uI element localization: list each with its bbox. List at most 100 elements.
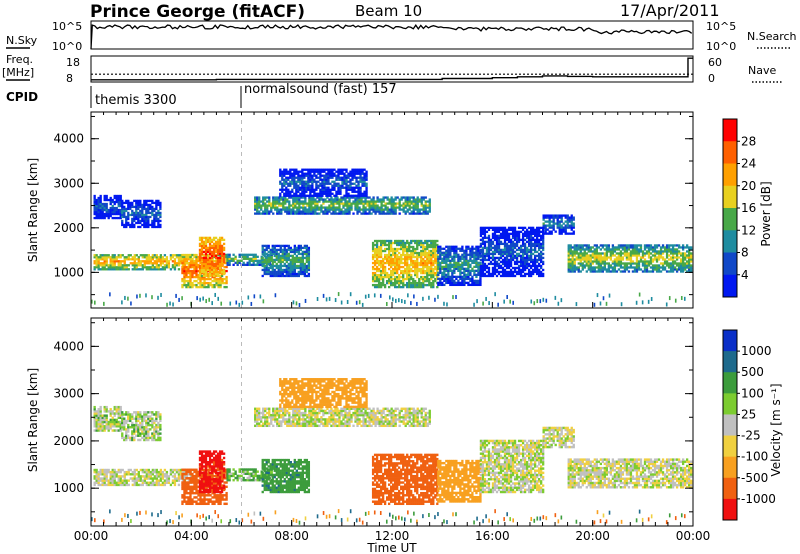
power-echo-cell (497, 252, 501, 256)
power-echo-cell (375, 265, 379, 269)
power-echo-cell (329, 190, 332, 193)
power-echo-cell (487, 256, 491, 260)
power-echo-cell (345, 176, 348, 179)
power-echo-cell (322, 198, 325, 201)
power-echo-cell (469, 263, 472, 266)
power-echo-cell (246, 261, 249, 264)
power-echo-cell (217, 281, 220, 285)
power-echo-cell (117, 264, 120, 267)
power-echo-cell (428, 206, 431, 209)
power-echo-cell (263, 264, 266, 268)
power-echo-cell (348, 198, 351, 201)
power-echo-cell (95, 198, 98, 202)
power-echo-cell (125, 219, 128, 223)
power-echo-cell (447, 259, 450, 262)
power-echo-cell (491, 236, 495, 240)
power-echo-cell (260, 200, 263, 203)
power-echo-cell (303, 180, 306, 183)
power-echo-cell (414, 241, 417, 245)
power-echo-cell (135, 199, 138, 203)
power-echo-cell (352, 196, 355, 199)
power-echo-cell (275, 254, 278, 258)
power-echo-cell (212, 238, 216, 242)
power-echo-cell (400, 285, 403, 289)
power-echo-cell (439, 247, 442, 250)
power-echo-cell (340, 200, 343, 203)
power-echo-cell (261, 248, 264, 252)
power-echo-cell (115, 208, 118, 212)
power-echo-cell (321, 186, 324, 189)
power-echo-cell (485, 240, 489, 244)
power-echo-cell (387, 253, 391, 257)
power-echo-cell (133, 260, 136, 263)
power-echo-cell (663, 248, 667, 251)
power-echo-cell (115, 206, 118, 210)
power-echo-cell (157, 225, 160, 229)
power-echo-cell (189, 261, 192, 265)
power-echo-cell (410, 253, 413, 257)
power-echo-cell (461, 257, 464, 260)
power-echo-cell (117, 266, 120, 269)
power-echo-cell (351, 170, 354, 173)
power-echo-cell (400, 243, 403, 247)
power-echo-cell (265, 248, 268, 252)
power-echo-cell (97, 202, 100, 206)
power-echo-cell (297, 170, 300, 173)
power-echo-cell (613, 250, 617, 253)
power-echo-cell (149, 199, 152, 203)
power-echo-cell (394, 277, 397, 281)
power-echo-cell (394, 255, 397, 259)
power-echo-cell (426, 273, 429, 277)
power-echo-cell (558, 220, 561, 223)
power-echo-cell (675, 262, 679, 265)
power-echo-cell (550, 224, 553, 227)
power-echo-cell (591, 252, 594, 255)
power-echo-cell (274, 208, 277, 211)
power-echo-cell (278, 196, 281, 199)
power-echo-cell (373, 247, 377, 251)
power-echo-cell (282, 200, 285, 203)
power-echo-cell (400, 269, 403, 273)
power-echo-cell (345, 170, 348, 173)
power-echo-cell (346, 212, 349, 215)
power-echo-cell (410, 206, 413, 209)
power-echo-cell (297, 272, 300, 276)
power-echo-cell (157, 217, 160, 221)
power-echo-cell (537, 274, 541, 278)
power-echo-cell (669, 262, 673, 265)
power-echo-cell (579, 244, 582, 247)
power-echo-cell (105, 264, 108, 267)
power-echo-cell (288, 212, 291, 215)
power-echo-cell (295, 248, 298, 252)
power-echo-cell (567, 248, 570, 251)
power-echo-cell (503, 226, 507, 230)
power-echo-cell (341, 168, 344, 171)
power-echo-cell (439, 271, 442, 274)
power-echo-cell (635, 254, 639, 257)
power-echo-cell (477, 283, 480, 287)
power-echo-cell (455, 281, 458, 285)
power-echo-cell (279, 172, 282, 175)
power-echo-cell (523, 256, 527, 260)
power-echo-cell (147, 221, 150, 225)
power-echo-cell (537, 234, 541, 238)
power-echo-cell (181, 271, 184, 275)
power-echo-cell (537, 242, 541, 246)
power-echo-cell (254, 200, 257, 203)
power-echo-cell (379, 275, 383, 279)
power-echo-cell (385, 257, 389, 261)
power-echo-cell (437, 271, 440, 274)
power-echo-cell (509, 274, 513, 278)
power-echo-cell (117, 216, 120, 220)
power-echo-cell (570, 232, 573, 235)
power-echo-cell (562, 226, 565, 229)
power-echo-cell (443, 267, 446, 270)
power-echo-cell (477, 253, 480, 256)
power-echo-cell (279, 192, 282, 195)
power-echo-cell (394, 281, 397, 285)
power-echo-cell (331, 186, 334, 189)
power-echo-cell (647, 260, 651, 263)
power-echo-cell (279, 250, 282, 254)
power-echo-cell (414, 202, 417, 205)
power-echo-cell (639, 256, 643, 259)
